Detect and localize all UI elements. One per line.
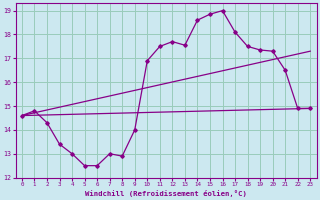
X-axis label: Windchill (Refroidissement éolien,°C): Windchill (Refroidissement éolien,°C) xyxy=(85,190,247,197)
